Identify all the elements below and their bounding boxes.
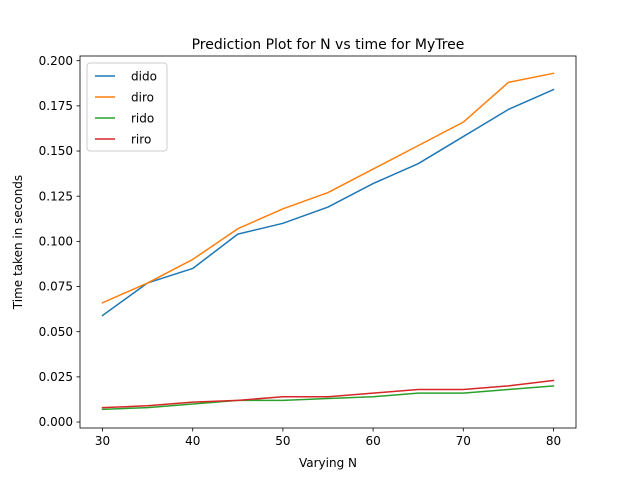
y-tick-label: 0.175 <box>39 99 73 113</box>
y-tick-label: 0.200 <box>39 54 73 68</box>
y-tick-label: 0.075 <box>39 280 73 294</box>
y-tick-label: 0.025 <box>39 370 73 384</box>
x-tick-label: 60 <box>365 434 380 448</box>
y-tick-label: 0.125 <box>39 189 73 203</box>
chart-title: Prediction Plot for N vs time for MyTree <box>192 37 465 53</box>
plot-frame <box>79 55 577 429</box>
y-axis-label: Time taken in seconds <box>11 175 25 310</box>
x-tick-label: 30 <box>95 434 110 448</box>
y-tick-label: 0.050 <box>39 325 73 339</box>
series-line-riro <box>101 379 555 409</box>
y-tick-label: 0.000 <box>39 415 73 429</box>
x-axis-label: Varying N <box>299 456 357 470</box>
legend-label-rido: rido <box>131 111 154 125</box>
y-tick-label: 0.150 <box>39 144 73 158</box>
legend-label-diro: diro <box>131 90 154 104</box>
legend-box <box>86 62 168 152</box>
x-tick-label: 70 <box>456 434 471 448</box>
series-line-rido <box>101 385 555 411</box>
series-line-diro <box>101 72 555 304</box>
legend-label-dido: dido <box>131 69 157 83</box>
series-line-dido <box>101 88 555 317</box>
plot-area: 30 40 50 60 70 80 0.000 0.025 0.050 0.075 0.100 0.1… <box>39 54 577 448</box>
x-tick-label: 40 <box>185 434 200 448</box>
x-tick-label: 80 <box>546 434 561 448</box>
y-tick-label: 0.100 <box>39 235 73 249</box>
x-tick-label: 50 <box>275 434 290 448</box>
legend-label-riro: riro <box>131 132 151 146</box>
